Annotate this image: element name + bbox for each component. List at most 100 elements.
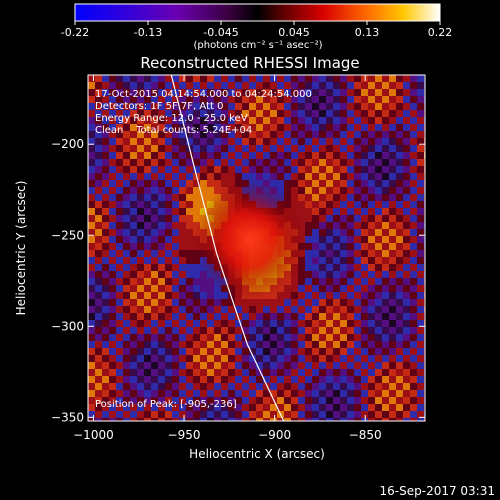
image-pixel xyxy=(410,250,417,257)
image-pixel xyxy=(375,313,382,320)
image-pixel xyxy=(375,411,382,418)
image-pixel xyxy=(137,131,144,138)
image-pixel xyxy=(277,376,284,383)
image-pixel xyxy=(298,320,305,327)
image-pixel xyxy=(347,145,354,152)
image-pixel xyxy=(228,355,235,362)
image-pixel xyxy=(417,376,424,383)
image-pixel xyxy=(144,145,151,152)
image-pixel xyxy=(263,404,270,411)
image-pixel xyxy=(312,145,319,152)
image-pixel xyxy=(235,75,242,82)
image-pixel xyxy=(326,82,333,89)
image-pixel xyxy=(389,320,396,327)
image-pixel xyxy=(179,397,186,404)
image-pixel xyxy=(165,327,172,334)
image-pixel xyxy=(305,320,312,327)
image-pixel xyxy=(221,320,228,327)
image-pixel xyxy=(88,327,95,334)
image-pixel xyxy=(165,131,172,138)
image-pixel xyxy=(193,152,200,159)
image-pixel xyxy=(368,89,375,96)
image-pixel xyxy=(319,208,326,215)
image-pixel xyxy=(361,383,368,390)
image-pixel xyxy=(396,159,403,166)
image-pixel xyxy=(116,278,123,285)
image-pixel xyxy=(165,201,172,208)
image-pixel xyxy=(354,362,361,369)
image-pixel xyxy=(235,383,242,390)
image-pixel xyxy=(200,334,207,341)
image-pixel xyxy=(403,292,410,299)
image-pixel xyxy=(284,159,291,166)
image-pixel xyxy=(151,383,158,390)
image-pixel xyxy=(396,145,403,152)
image-pixel xyxy=(389,236,396,243)
image-pixel xyxy=(375,180,382,187)
image-pixel xyxy=(228,138,235,145)
image-pixel xyxy=(403,131,410,138)
image-pixel xyxy=(88,250,95,257)
image-pixel xyxy=(340,418,347,421)
image-pixel xyxy=(144,75,151,82)
image-pixel xyxy=(354,89,361,96)
image-pixel xyxy=(207,411,214,418)
image-pixel xyxy=(109,292,116,299)
image-pixel xyxy=(298,166,305,173)
image-pixel xyxy=(396,180,403,187)
image-pixel xyxy=(172,264,179,271)
image-pixel xyxy=(305,418,312,421)
image-pixel xyxy=(151,341,158,348)
image-pixel xyxy=(361,89,368,96)
image-pixel xyxy=(403,299,410,306)
image-pixel xyxy=(291,124,298,131)
image-pixel xyxy=(207,187,214,194)
image-pixel xyxy=(312,138,319,145)
image-pixel xyxy=(200,103,207,110)
image-pixel xyxy=(179,383,186,390)
image-pixel xyxy=(305,75,312,82)
image-pixel xyxy=(228,173,235,180)
image-pixel xyxy=(172,292,179,299)
image-pixel xyxy=(179,320,186,327)
image-pixel xyxy=(249,159,256,166)
image-pixel xyxy=(137,299,144,306)
image-pixel xyxy=(193,82,200,89)
image-pixel xyxy=(417,145,424,152)
image-pixel xyxy=(88,264,95,271)
image-pixel xyxy=(340,271,347,278)
image-pixel xyxy=(151,152,158,159)
image-pixel xyxy=(368,180,375,187)
image-pixel xyxy=(151,355,158,362)
image-pixel xyxy=(291,285,298,292)
image-pixel xyxy=(123,103,130,110)
image-pixel xyxy=(361,208,368,215)
image-pixel xyxy=(95,362,102,369)
image-pixel xyxy=(333,348,340,355)
image-pixel xyxy=(109,187,116,194)
image-pixel xyxy=(291,390,298,397)
image-pixel xyxy=(312,411,319,418)
image-pixel xyxy=(193,180,200,187)
image-pixel xyxy=(396,243,403,250)
image-pixel xyxy=(228,348,235,355)
image-pixel xyxy=(410,271,417,278)
image-pixel xyxy=(340,285,347,292)
image-pixel xyxy=(256,138,263,145)
image-pixel xyxy=(312,362,319,369)
image-pixel xyxy=(102,257,109,264)
image-pixel xyxy=(123,159,130,166)
image-pixel xyxy=(130,82,137,89)
image-pixel xyxy=(270,96,277,103)
image-pixel xyxy=(361,334,368,341)
image-pixel xyxy=(165,82,172,89)
image-pixel xyxy=(144,222,151,229)
image-pixel xyxy=(165,138,172,145)
image-pixel xyxy=(305,173,312,180)
image-pixel xyxy=(270,89,277,96)
image-pixel xyxy=(403,159,410,166)
image-pixel xyxy=(193,390,200,397)
image-pixel xyxy=(214,124,221,131)
image-pixel xyxy=(235,404,242,411)
image-pixel xyxy=(291,334,298,341)
